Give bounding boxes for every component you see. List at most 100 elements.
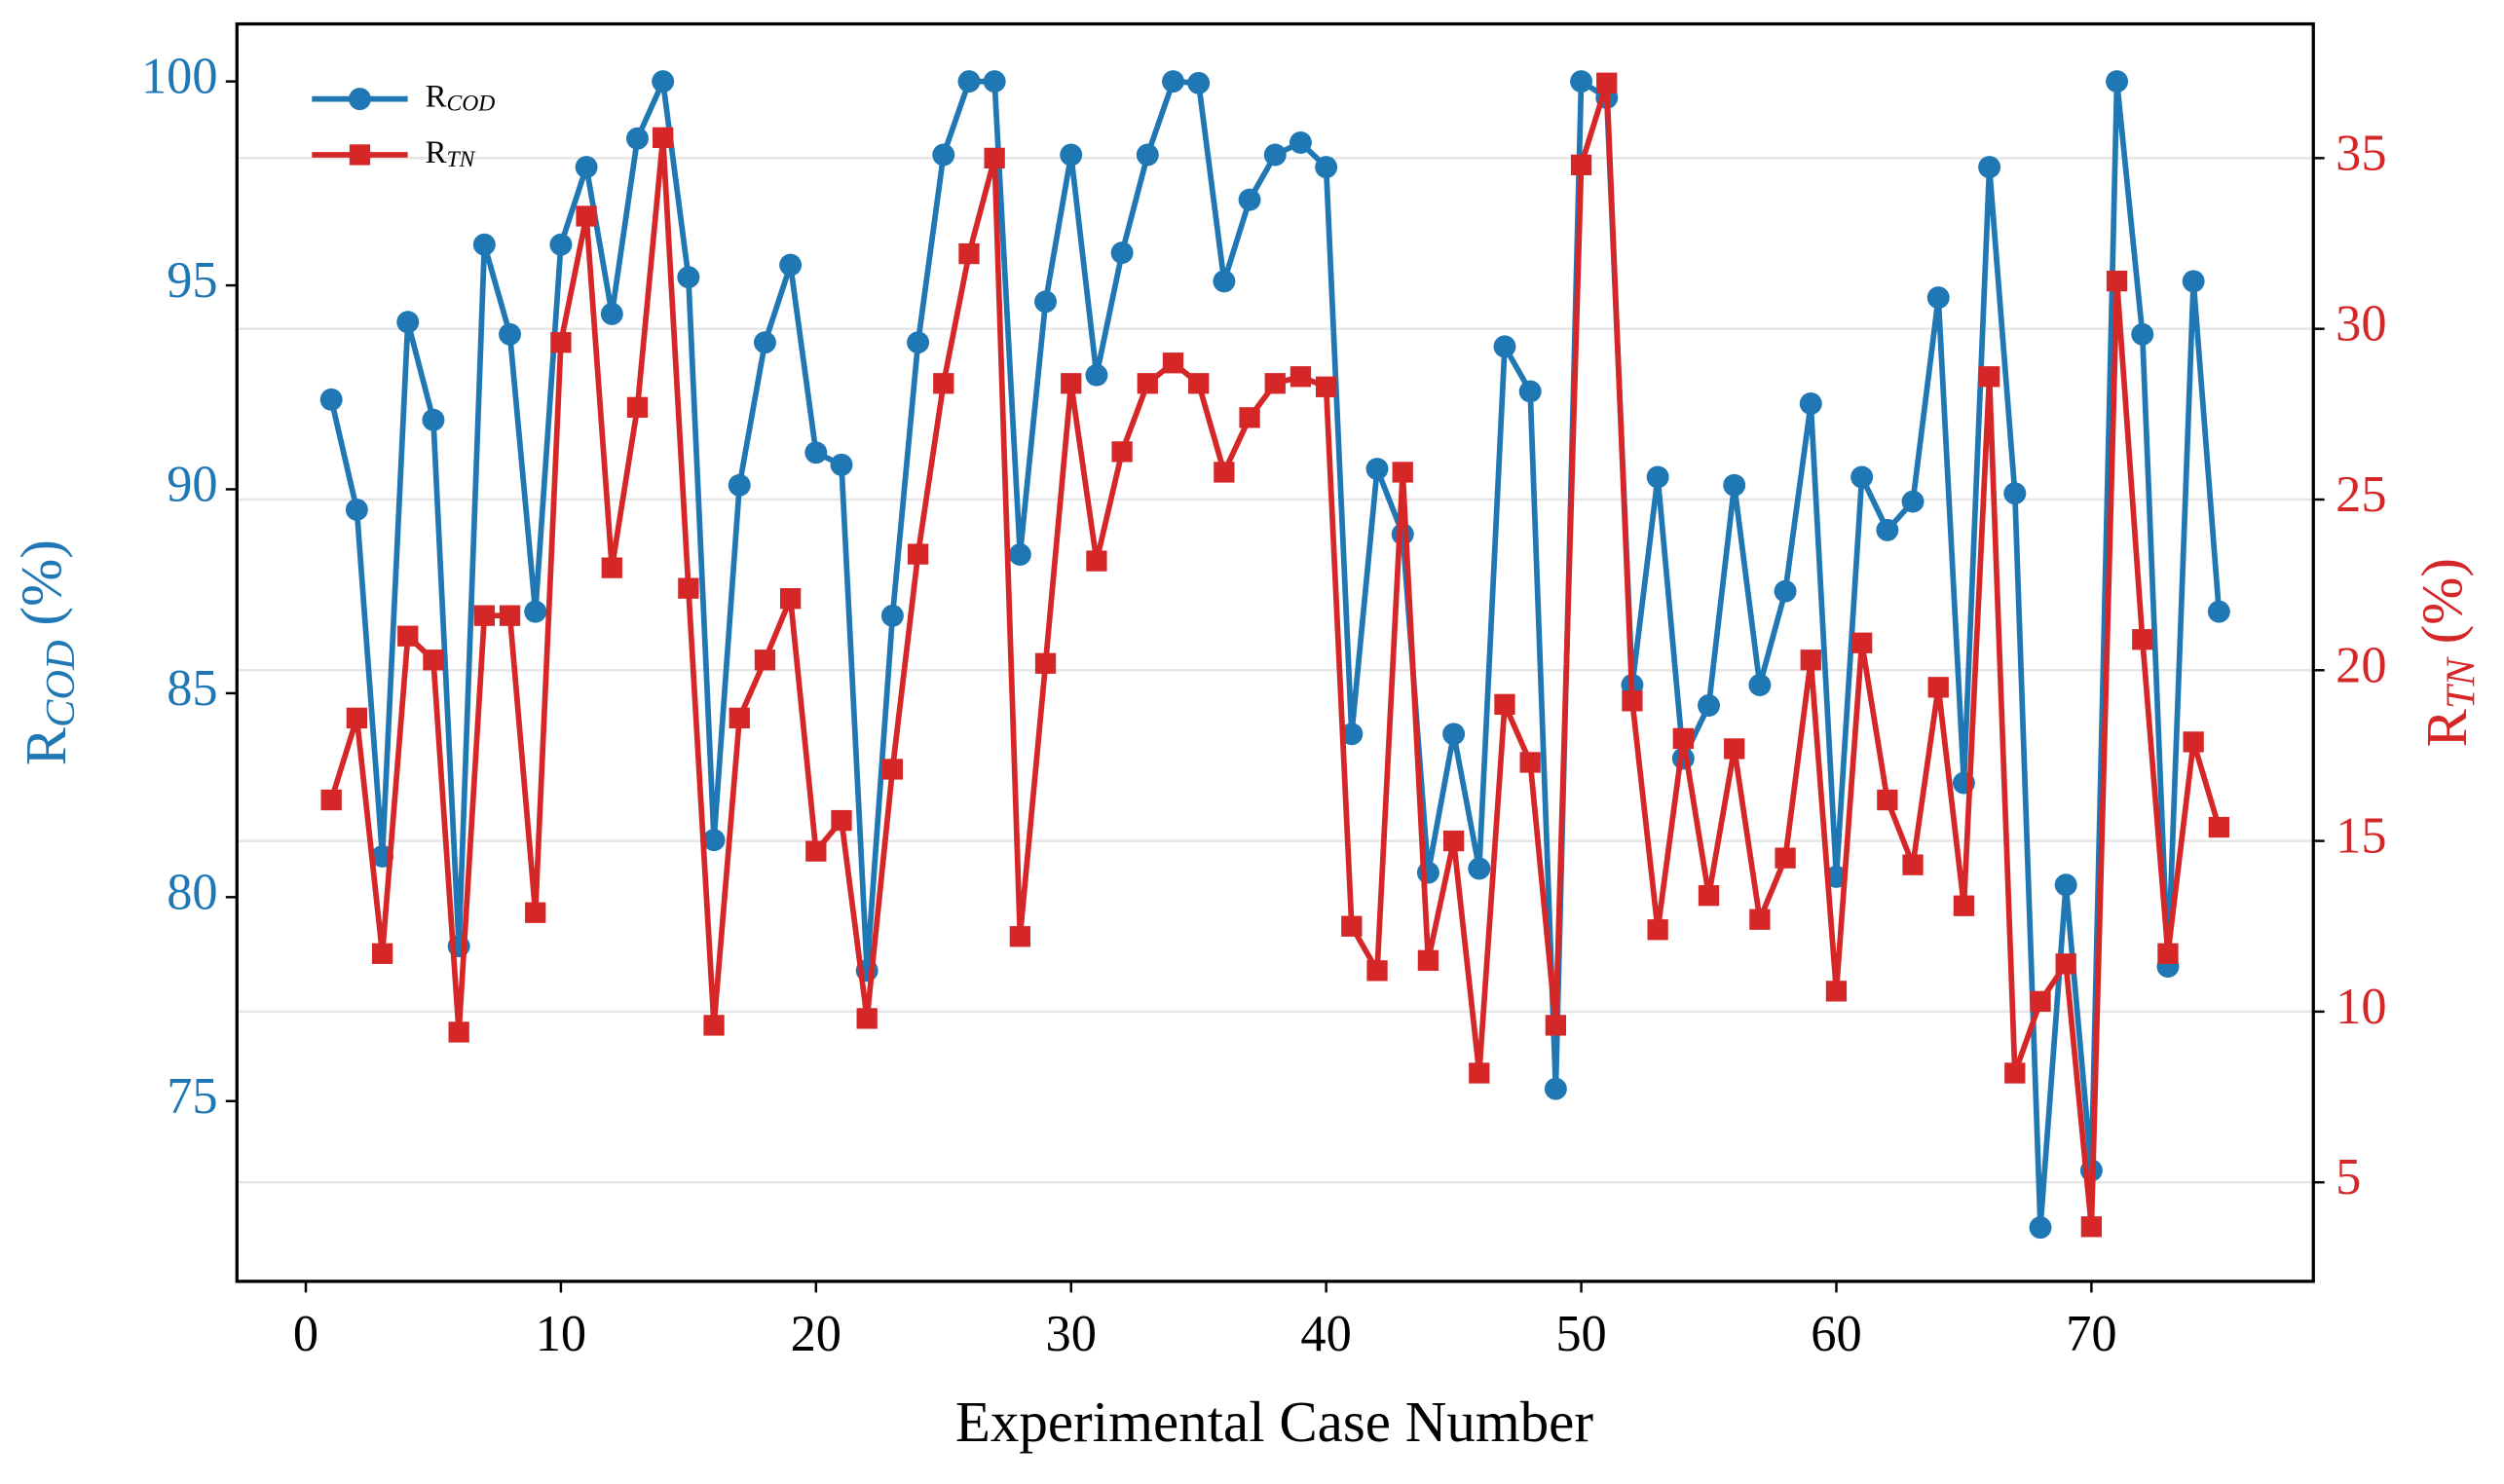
y-axis-label: RCOD (%) [9, 539, 84, 765]
marker [1544, 1077, 1567, 1100]
marker [1877, 789, 1898, 811]
marker [703, 1015, 725, 1036]
marker [2157, 943, 2179, 964]
x-tick-label: 70 [2066, 1306, 2116, 1362]
marker [626, 127, 649, 150]
marker [1136, 143, 1159, 167]
marker [397, 625, 419, 647]
marker [422, 408, 445, 431]
y2-tick-label: 15 [2336, 808, 2386, 865]
marker [626, 396, 649, 418]
marker [1442, 723, 1466, 746]
marker [1748, 674, 1772, 697]
marker [576, 205, 597, 227]
marker [984, 147, 1005, 169]
marker [1009, 926, 1031, 947]
marker [1289, 130, 1312, 154]
marker [2030, 990, 2051, 1013]
marker [319, 388, 343, 411]
marker [1775, 847, 1796, 869]
marker [1519, 752, 1541, 773]
marker [601, 557, 622, 578]
legend-label: RTN [426, 134, 476, 172]
marker [2207, 600, 2230, 623]
marker [881, 759, 904, 780]
marker [2003, 482, 2027, 505]
marker [831, 809, 852, 832]
marker [1469, 1062, 1490, 1084]
marker [1214, 462, 1235, 483]
marker [2106, 70, 2129, 93]
marker [2080, 1216, 2103, 1238]
marker [830, 453, 853, 476]
marker [1263, 143, 1287, 167]
marker [549, 233, 573, 256]
marker [1034, 652, 1057, 674]
marker [1365, 458, 1389, 481]
marker [2055, 953, 2076, 975]
marker [1902, 854, 1924, 875]
marker [957, 70, 981, 93]
marker [933, 373, 954, 394]
marker [1315, 156, 1338, 179]
marker [472, 233, 496, 256]
y-tick-label: 75 [167, 1068, 217, 1125]
marker [1187, 71, 1211, 94]
marker [779, 588, 802, 610]
marker [524, 600, 547, 623]
marker [1061, 373, 1082, 394]
marker [754, 649, 776, 671]
marker [1060, 143, 1083, 167]
marker [1137, 373, 1158, 394]
marker [728, 473, 751, 497]
marker [345, 498, 368, 521]
marker [371, 943, 393, 964]
marker [1494, 693, 1515, 716]
y2-axis-label: RTN (%) [2409, 558, 2484, 747]
marker [1622, 690, 1643, 712]
y-tick-label: 80 [167, 864, 217, 920]
marker [907, 331, 930, 354]
x-tick-label: 30 [1046, 1306, 1097, 1362]
marker [1289, 366, 1312, 388]
marker [600, 302, 623, 325]
marker [423, 649, 444, 671]
marker [1213, 270, 1236, 293]
marker [1545, 1015, 1567, 1036]
y2-tick-label: 10 [2336, 979, 2386, 1035]
marker [473, 605, 495, 626]
marker [1570, 70, 1593, 93]
y-tick-label: 100 [141, 49, 218, 105]
marker [932, 143, 955, 167]
marker [702, 829, 726, 852]
marker [1774, 579, 1797, 603]
marker [2132, 629, 2153, 650]
marker [1162, 352, 1184, 374]
plot-frame [235, 21, 2315, 1283]
marker [1111, 441, 1133, 463]
marker [525, 902, 546, 923]
marker [729, 707, 750, 729]
marker [856, 1008, 878, 1029]
marker [1008, 543, 1031, 566]
marker [2029, 1216, 2052, 1240]
marker [1901, 490, 1925, 513]
marker [1978, 366, 2000, 388]
marker [1085, 363, 1108, 387]
x-tick-label: 20 [791, 1306, 841, 1362]
marker [2182, 270, 2205, 293]
marker [320, 789, 342, 811]
marker [1672, 727, 1694, 750]
y2-tick-label: 30 [2336, 296, 2386, 352]
series-line [328, 78, 2223, 1231]
marker [1978, 156, 2001, 179]
marker [1647, 919, 1668, 941]
marker [2106, 270, 2128, 292]
marker [1698, 885, 1720, 907]
legend-label: RCOD [426, 79, 496, 117]
marker [1953, 895, 1975, 916]
marker [1417, 949, 1439, 971]
x-tick-label: 40 [1300, 1306, 1351, 1362]
marker [1086, 550, 1107, 572]
